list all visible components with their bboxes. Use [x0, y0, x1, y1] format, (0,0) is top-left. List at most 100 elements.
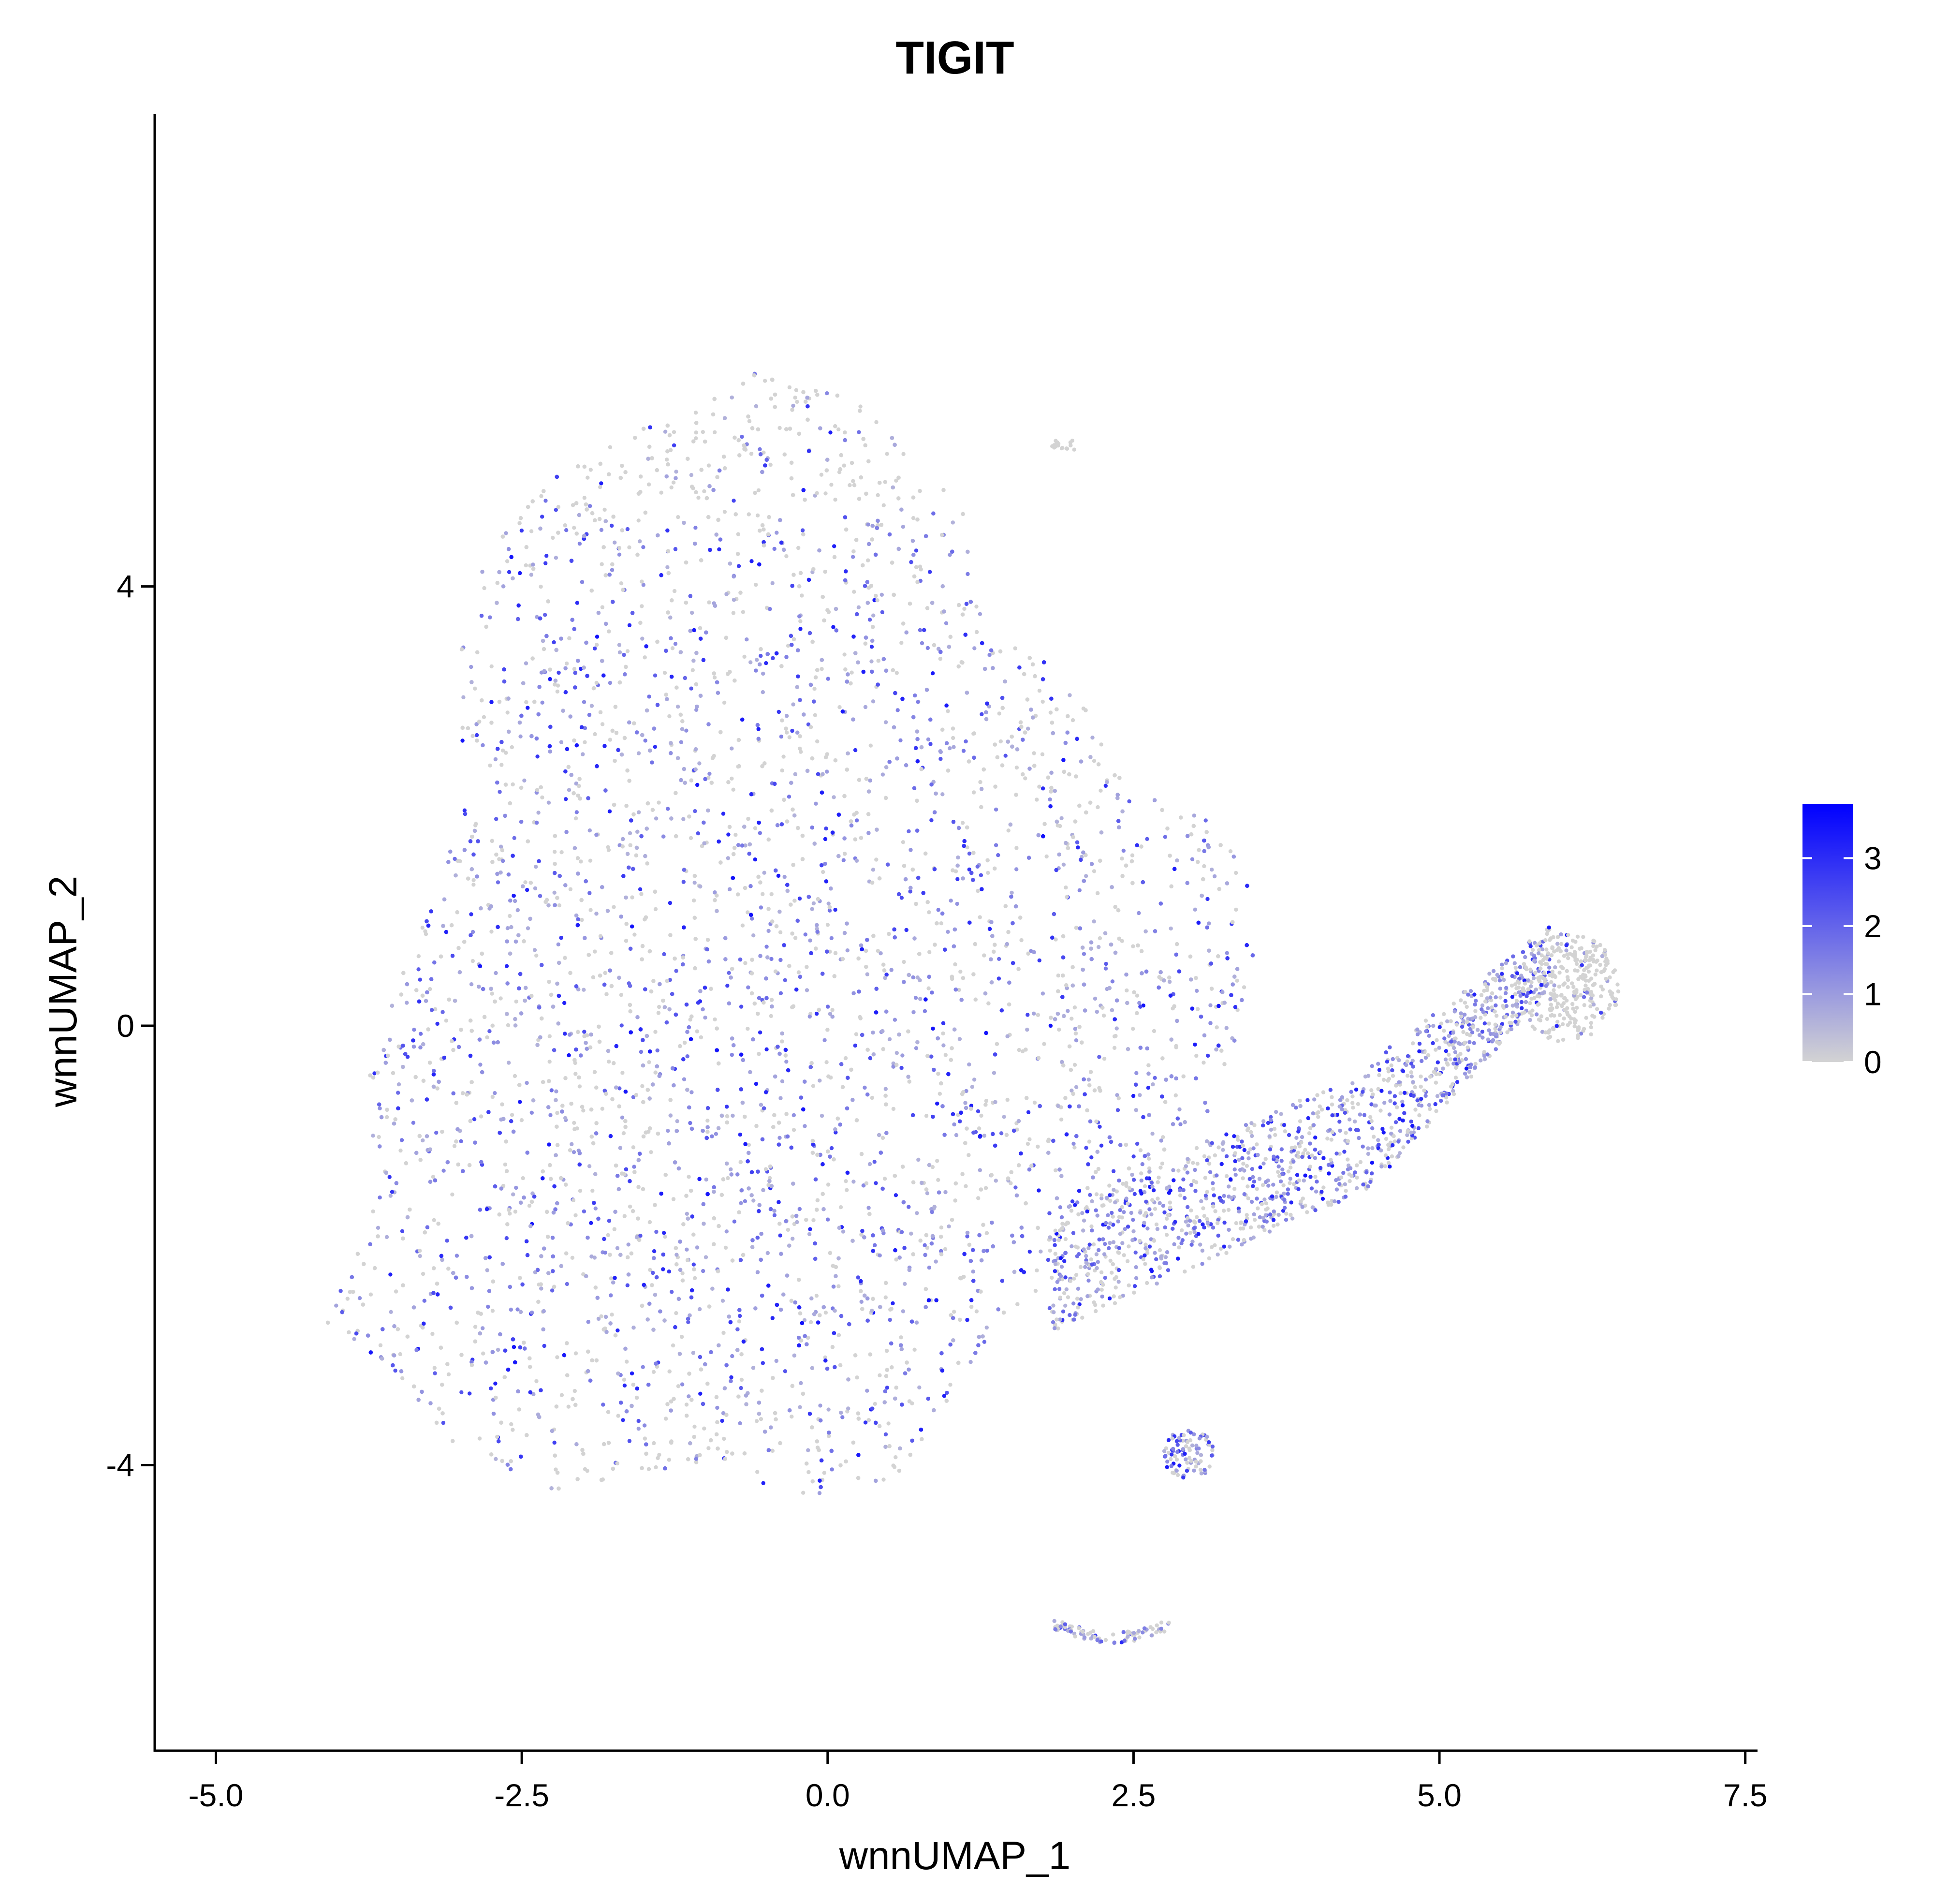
cell-point — [857, 430, 861, 434]
cell-point — [869, 659, 874, 664]
cell-point — [460, 738, 465, 743]
cell-point — [777, 1136, 782, 1140]
cell-point — [505, 559, 510, 563]
cell-point — [1234, 907, 1238, 912]
cell-point — [418, 1032, 423, 1036]
cell-point — [832, 795, 836, 799]
cell-point — [694, 436, 698, 441]
cell-point — [598, 485, 602, 489]
cell-point — [791, 1128, 796, 1132]
cell-point — [899, 1065, 904, 1070]
cell-point — [846, 1406, 850, 1411]
cell-point — [586, 475, 590, 480]
cell-point — [559, 850, 564, 855]
cell-point — [461, 695, 466, 700]
cell-point — [573, 1072, 578, 1076]
cell-point — [967, 1153, 971, 1157]
cell-point — [434, 1131, 439, 1135]
cell-point — [625, 527, 630, 531]
cell-point — [679, 740, 684, 744]
cell-point — [758, 447, 762, 452]
cell-point — [836, 1284, 841, 1288]
cell-point — [628, 831, 632, 836]
cell-point — [891, 1107, 896, 1111]
cell-point — [824, 827, 828, 831]
cell-point — [446, 1372, 451, 1376]
cell-point — [778, 1096, 783, 1100]
cell-point — [514, 1185, 518, 1190]
cell-point — [526, 706, 530, 710]
cell-point — [693, 1276, 697, 1281]
cell-point — [926, 986, 931, 990]
cell-point — [902, 959, 906, 964]
cell-point — [368, 1292, 373, 1297]
cell-point — [737, 1314, 742, 1318]
cell-point — [825, 391, 829, 396]
cell-point — [883, 480, 887, 484]
cell-point — [754, 582, 758, 587]
cell-point — [643, 655, 647, 660]
cell-point — [706, 776, 711, 780]
cell-point — [582, 1209, 586, 1214]
cell-point — [725, 984, 730, 988]
cell-point — [726, 1287, 730, 1292]
cell-point — [1072, 1005, 1077, 1010]
cell-point — [800, 528, 805, 532]
cell-point — [535, 615, 539, 619]
cell-point — [925, 1246, 930, 1250]
cell-point — [992, 1071, 996, 1075]
cell-point — [646, 1467, 651, 1471]
cell-point — [951, 726, 955, 731]
cell-point — [524, 563, 528, 568]
cell-point — [736, 843, 741, 847]
cell-point — [815, 739, 820, 744]
cell-point — [462, 808, 467, 812]
cell-point — [667, 714, 672, 719]
cell-point — [1074, 1038, 1079, 1043]
cell-point — [546, 800, 551, 805]
cell-point — [1099, 1143, 1104, 1148]
cell-point — [470, 959, 475, 963]
cell-point — [663, 1235, 667, 1239]
cell-point — [874, 420, 879, 425]
cell-point — [1059, 816, 1064, 821]
cell-point — [943, 1190, 948, 1195]
cell-point — [662, 671, 667, 675]
cell-point — [769, 892, 774, 897]
cell-point — [651, 1370, 656, 1374]
cell-point — [971, 1269, 975, 1274]
cell-point — [1048, 1023, 1053, 1028]
cell-point — [779, 734, 784, 739]
cell-point — [684, 1402, 689, 1407]
cell-point — [803, 932, 808, 937]
cell-point — [726, 856, 731, 860]
cell-point — [913, 693, 917, 698]
cell-point — [813, 713, 818, 717]
cell-point — [587, 828, 592, 833]
cell-point — [754, 668, 758, 673]
cell-point — [396, 1082, 401, 1087]
cell-point — [878, 1253, 882, 1258]
cell-point — [441, 1168, 446, 1173]
cell-point — [767, 1176, 772, 1181]
cell-point — [607, 629, 611, 634]
cell-point — [481, 1351, 485, 1356]
cell-point — [510, 1113, 514, 1117]
cell-point — [899, 896, 904, 900]
cell-point — [696, 831, 701, 836]
cell-point — [825, 1004, 830, 1009]
cell-point — [915, 1211, 919, 1215]
cell-point — [510, 745, 514, 750]
cell-point — [657, 1004, 661, 1009]
cell-point — [806, 1470, 811, 1475]
cell-point — [534, 865, 538, 869]
cell-point — [505, 926, 510, 930]
cell-point — [539, 494, 543, 498]
cell-point — [900, 1053, 905, 1058]
cell-point — [600, 562, 604, 566]
cell-point — [1037, 958, 1041, 963]
cell-point — [738, 1421, 742, 1426]
cell-point — [774, 1358, 779, 1363]
